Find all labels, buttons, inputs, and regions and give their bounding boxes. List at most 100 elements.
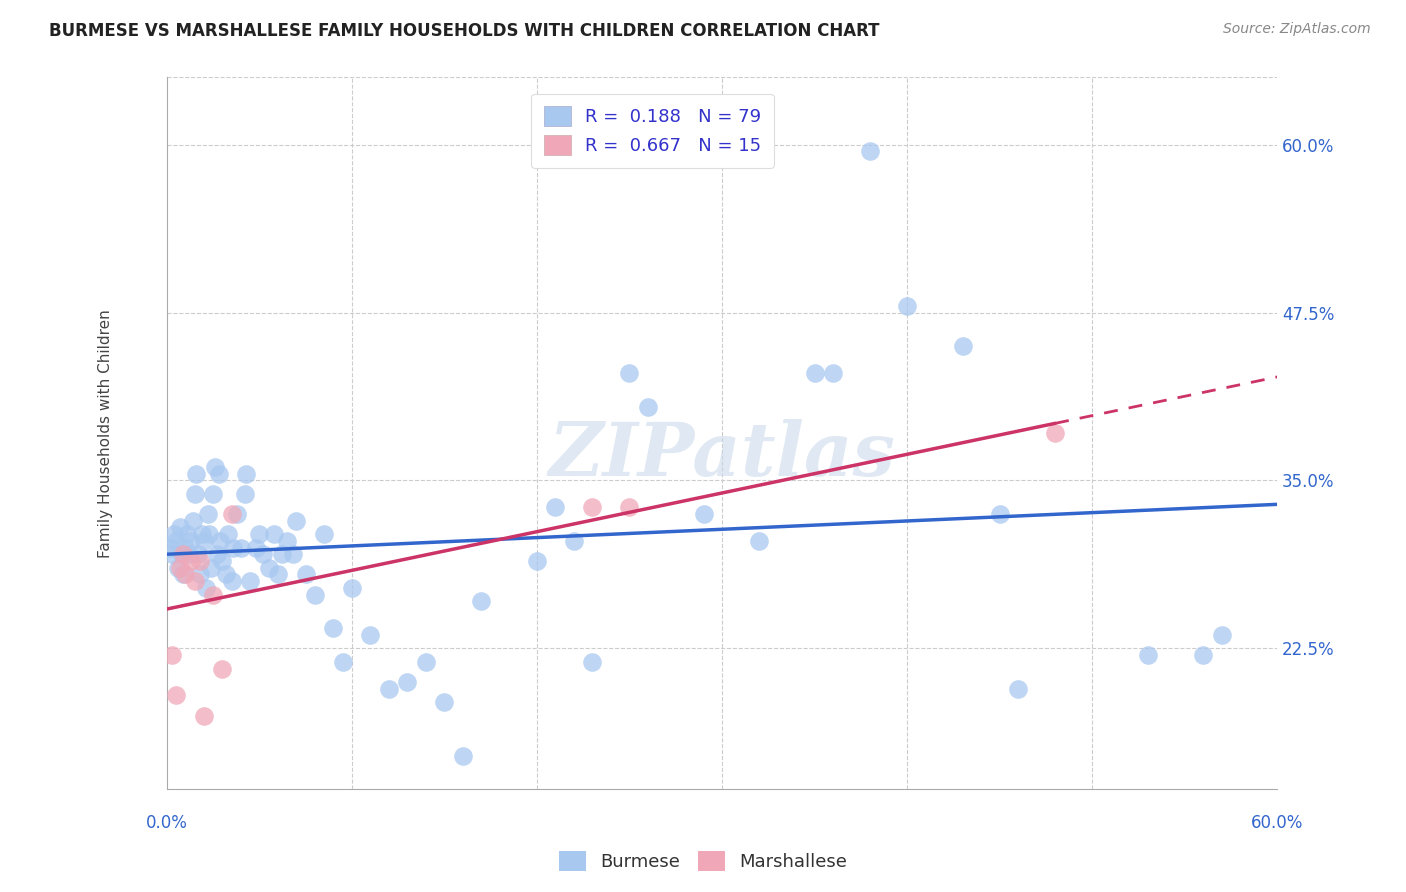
Point: [193, 708, 215, 723]
Point: [294, 567, 316, 582]
Point: [165, 689, 187, 703]
Point: [1136, 648, 1159, 662]
Point: [581, 655, 603, 669]
Point: [221, 574, 243, 589]
Point: [359, 628, 381, 642]
Point: [226, 507, 249, 521]
Point: [176, 527, 198, 541]
Point: [692, 507, 714, 521]
Point: [544, 500, 567, 515]
Text: Family Households with Children: Family Households with Children: [98, 309, 114, 558]
Text: BURMESE VS MARSHALLESE FAMILY HOUSEHOLDS WITH CHILDREN CORRELATION CHART: BURMESE VS MARSHALLESE FAMILY HOUSEHOLDS…: [49, 22, 880, 40]
Point: [276, 533, 298, 548]
Point: [167, 560, 190, 574]
Point: [378, 681, 401, 696]
Point: [169, 520, 191, 534]
Point: [202, 487, 225, 501]
Point: [619, 500, 641, 515]
Point: [163, 527, 186, 541]
Legend: R =  0.188   N = 79, R =  0.667   N = 15: R = 0.188 N = 79, R = 0.667 N = 15: [531, 94, 775, 168]
Point: [183, 574, 205, 589]
Point: [172, 567, 194, 582]
Point: [952, 339, 974, 353]
Point: [188, 567, 211, 582]
Point: [198, 527, 221, 541]
Point: [165, 533, 187, 548]
Point: [859, 145, 882, 159]
Point: [1192, 648, 1215, 662]
Point: [209, 533, 232, 548]
Legend: Burmese, Marshallese: Burmese, Marshallese: [551, 844, 855, 879]
Text: Source: ZipAtlas.com: Source: ZipAtlas.com: [1223, 22, 1371, 37]
Point: [187, 547, 209, 561]
Point: [1043, 426, 1066, 441]
Point: [172, 547, 194, 561]
Point: [183, 487, 205, 501]
Point: [748, 533, 770, 548]
Point: [162, 547, 184, 561]
Point: [211, 554, 233, 568]
Point: [202, 588, 225, 602]
Point: [191, 527, 214, 541]
Point: [988, 507, 1011, 521]
Point: [211, 661, 233, 675]
Point: [252, 547, 274, 561]
Point: [803, 366, 825, 380]
Point: [181, 514, 204, 528]
Point: [304, 588, 326, 602]
Point: [177, 547, 200, 561]
Point: [162, 648, 184, 662]
Point: [332, 655, 354, 669]
Point: [247, 527, 270, 541]
Point: [1211, 628, 1233, 642]
Text: ZIPatlas: ZIPatlas: [548, 418, 896, 491]
Point: [215, 567, 238, 582]
Point: [207, 467, 229, 481]
Point: [581, 500, 603, 515]
Point: [285, 514, 308, 528]
Point: [159, 541, 181, 555]
Point: [221, 507, 243, 521]
Point: [433, 695, 456, 709]
Point: [180, 554, 202, 568]
Point: [415, 655, 437, 669]
Point: [170, 547, 193, 561]
Point: [896, 299, 918, 313]
Point: [180, 533, 202, 548]
Point: [396, 675, 419, 690]
Point: [239, 574, 262, 589]
Point: [270, 547, 292, 561]
Point: [193, 533, 215, 548]
Point: [562, 533, 585, 548]
Point: [322, 621, 344, 635]
Point: [205, 547, 228, 561]
Point: [267, 567, 290, 582]
Point: [235, 467, 257, 481]
Point: [217, 527, 239, 541]
Point: [174, 567, 197, 582]
Point: [340, 581, 363, 595]
Point: [233, 487, 256, 501]
Text: 0.0%: 0.0%: [146, 814, 188, 832]
Point: [526, 554, 548, 568]
Point: [470, 594, 492, 608]
Point: [451, 748, 474, 763]
Point: [204, 460, 226, 475]
Point: [263, 527, 285, 541]
Point: [619, 366, 641, 380]
Point: [169, 560, 191, 574]
Point: [194, 581, 217, 595]
Point: [229, 541, 252, 555]
Point: [281, 547, 304, 561]
Point: [823, 366, 845, 380]
Point: [257, 560, 280, 574]
Point: [314, 527, 336, 541]
Point: [637, 400, 659, 414]
Point: [245, 541, 267, 555]
Point: [174, 541, 197, 555]
Point: [197, 507, 219, 521]
Point: [200, 560, 222, 574]
Point: [222, 541, 245, 555]
Point: [1007, 681, 1029, 696]
Point: [186, 467, 208, 481]
